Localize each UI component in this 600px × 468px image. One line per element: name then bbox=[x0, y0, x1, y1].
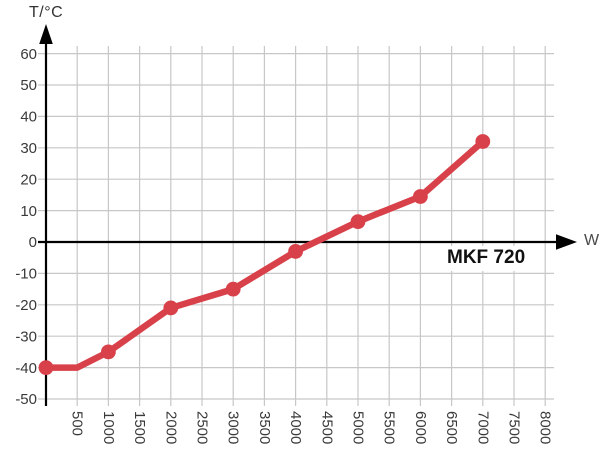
x-tick-label: 5000 bbox=[350, 411, 367, 444]
x-tick-label: 2000 bbox=[162, 411, 179, 444]
y-tick-label: 60 bbox=[20, 46, 37, 63]
y-tick-label: 20 bbox=[20, 171, 37, 188]
data-point bbox=[475, 134, 491, 149]
x-tick-label: 4500 bbox=[318, 411, 335, 444]
x-tick-label: 2500 bbox=[194, 411, 211, 444]
model-label: MKF 720 bbox=[441, 246, 532, 271]
x-axis-arrow-icon bbox=[556, 234, 577, 250]
data-point bbox=[163, 300, 179, 316]
x-tick-label: 7500 bbox=[506, 411, 523, 444]
y-tick-label: -30 bbox=[15, 328, 37, 345]
x-tick-label: 3000 bbox=[225, 411, 242, 444]
y-axis-arrow-icon bbox=[39, 24, 53, 44]
y-tick-label: -10 bbox=[15, 266, 37, 283]
y-tick-label: -50 bbox=[15, 391, 37, 408]
x-tick-label: 1000 bbox=[100, 411, 117, 444]
data-point bbox=[288, 244, 303, 259]
y-tick-label: 10 bbox=[20, 203, 37, 220]
x-tick-label: 8000 bbox=[537, 411, 554, 444]
data-point bbox=[413, 189, 428, 204]
x-tick-label: 6500 bbox=[443, 411, 460, 444]
x-tick-label: 1500 bbox=[131, 411, 148, 444]
x-tick-label: 5500 bbox=[381, 411, 398, 444]
y-tick-label: 40 bbox=[20, 109, 37, 126]
x-tick-label: 6000 bbox=[412, 411, 429, 444]
data-point bbox=[225, 281, 241, 297]
data-point bbox=[38, 360, 54, 375]
y-tick-label: -40 bbox=[15, 360, 37, 377]
y-tick-label: 30 bbox=[20, 140, 37, 157]
y-tick-label: 0 bbox=[29, 234, 37, 251]
y-axis-title: T/°C bbox=[29, 4, 64, 21]
y-tick-label: -20 bbox=[15, 297, 37, 314]
data-point bbox=[101, 344, 116, 360]
y-tick-label: 50 bbox=[20, 77, 37, 94]
x-axis-title: W bbox=[584, 232, 600, 249]
x-tick-label: 3500 bbox=[256, 411, 273, 444]
x-tick-label: 500 bbox=[69, 411, 86, 436]
x-tick-label: 7000 bbox=[474, 411, 491, 444]
data-point bbox=[350, 214, 366, 229]
x-tick-label: 4000 bbox=[287, 411, 304, 444]
